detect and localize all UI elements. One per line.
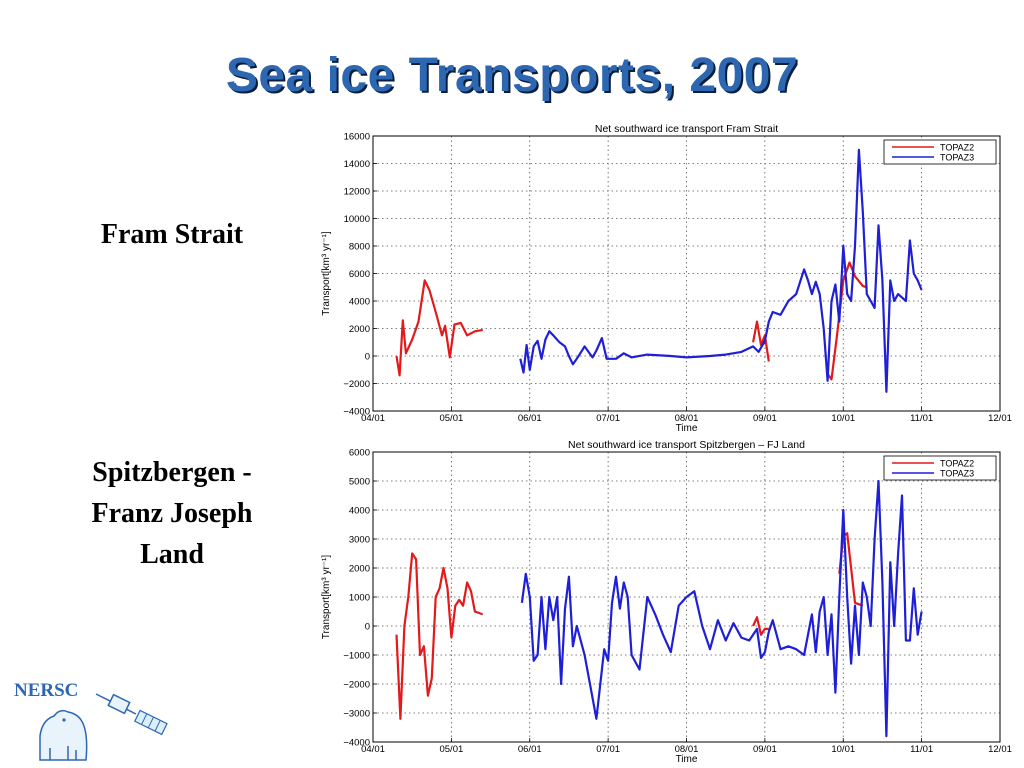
series-topaz3-line (520, 479, 923, 738)
x-tick-label: 12/01 (988, 413, 1012, 424)
y-tick-label: 6000 (349, 448, 370, 459)
x-tick-label: 07/01 (596, 413, 620, 424)
x-tick-label: 11/01 (910, 413, 933, 424)
legend-box (883, 455, 997, 481)
y-tick-label: 14000 (344, 159, 370, 170)
spitzbergen-label-line-1: Spitzbergen - (92, 457, 252, 488)
x-tick-label: 10/01 (831, 413, 855, 424)
slide-title: Sea ice Transports, 2007 (225, 49, 799, 102)
spitzbergen-chart: 04/01 05/01 06/01 07/01 08/01 09/01 10/01 11/01… (321, 439, 1012, 765)
x-axis-label: Time (676, 423, 698, 432)
y-axis-label: Transport[km³ yr⁻¹] (321, 555, 332, 640)
nersc-logo: NERSC (14, 680, 168, 761)
legend-label-topaz3: TOPAZ3 (940, 469, 974, 479)
x-tick-label: 11/01 (910, 744, 933, 755)
y-tick-label: 2000 (349, 564, 370, 575)
x-tick-label: 06/01 (518, 413, 542, 424)
x-tick-label: 07/01 (596, 744, 620, 755)
x-tick-label: 06/01 (518, 744, 542, 755)
spitzbergen-label: Spitzbergen - Franz Joseph Land (62, 452, 282, 575)
series-topaz2-line (395, 279, 483, 377)
series-topaz2-line (752, 320, 770, 362)
y-tick-label: −1000 (343, 651, 370, 662)
plot-frame (372, 451, 1001, 743)
plot-frame (372, 135, 1001, 412)
x-tick-label: 05/01 (439, 744, 463, 755)
y-tick-label: −2000 (343, 680, 370, 691)
y-tick-label: 5000 (349, 477, 370, 488)
y-tick-label: −4000 (343, 407, 370, 418)
series-topaz3-line (519, 148, 923, 393)
y-tick-label: 4000 (349, 506, 370, 517)
legend-label-topaz2: TOPAZ2 (940, 459, 974, 469)
y-tick-label: −4000 (343, 738, 370, 749)
x-axis-label: Time (676, 754, 698, 765)
satellite-icon (95, 693, 168, 736)
y-tick-label: −3000 (343, 709, 370, 720)
series-topaz2-line (752, 616, 769, 636)
x-tick-label: 10/01 (831, 744, 855, 755)
chart-title: Net southward ice transport Spitzbergen … (568, 439, 805, 451)
fram-strait-label: Fram Strait (100, 219, 244, 250)
y-tick-label: 0 (365, 352, 370, 363)
y-tick-label: 0 (365, 622, 370, 633)
y-tick-label: 10000 (344, 214, 370, 225)
x-tick-label: 09/01 (753, 413, 777, 424)
y-axis-label: Transport[km³ yr⁻¹] (321, 231, 332, 316)
polar-bear-icon (39, 709, 88, 761)
y-tick-label: 12000 (344, 187, 370, 198)
y-tick-label: 4000 (349, 297, 370, 308)
y-tick-label: 16000 (344, 132, 370, 143)
y-tick-label: −2000 (343, 379, 370, 390)
spitzbergen-label-line-2: Franz Joseph (91, 498, 253, 529)
fram-strait-chart: 04/01 05/01 06/01 07/01 08/01 09/01 10/01 11/01… (321, 123, 1012, 432)
x-tick-label: 08/01 (675, 744, 699, 755)
legend-label-topaz2: TOPAZ2 (940, 143, 974, 153)
y-tick-label: 2000 (349, 324, 370, 335)
y-tick-label: 6000 (349, 269, 370, 280)
spitzbergen-label-line-3: Land (140, 539, 204, 570)
x-tick-label: 04/01 (361, 744, 385, 755)
series-topaz2-line (395, 552, 484, 720)
y-tick-label: 1000 (349, 593, 370, 604)
x-tick-label: 04/01 (361, 413, 385, 424)
x-tick-label: 08/01 (675, 413, 699, 424)
x-tick-label: 12/01 (988, 744, 1012, 755)
y-tick-label: 3000 (349, 535, 370, 546)
chart-title: Net southward ice transport Fram Strait (595, 123, 778, 135)
nersc-logo-text: NERSC (14, 680, 78, 701)
y-tick-label: 8000 (349, 242, 370, 253)
x-tick-label: 05/01 (439, 413, 463, 424)
legend-box (883, 139, 997, 165)
x-tick-label: 09/01 (753, 744, 777, 755)
legend-label-topaz3: TOPAZ3 (940, 153, 974, 163)
